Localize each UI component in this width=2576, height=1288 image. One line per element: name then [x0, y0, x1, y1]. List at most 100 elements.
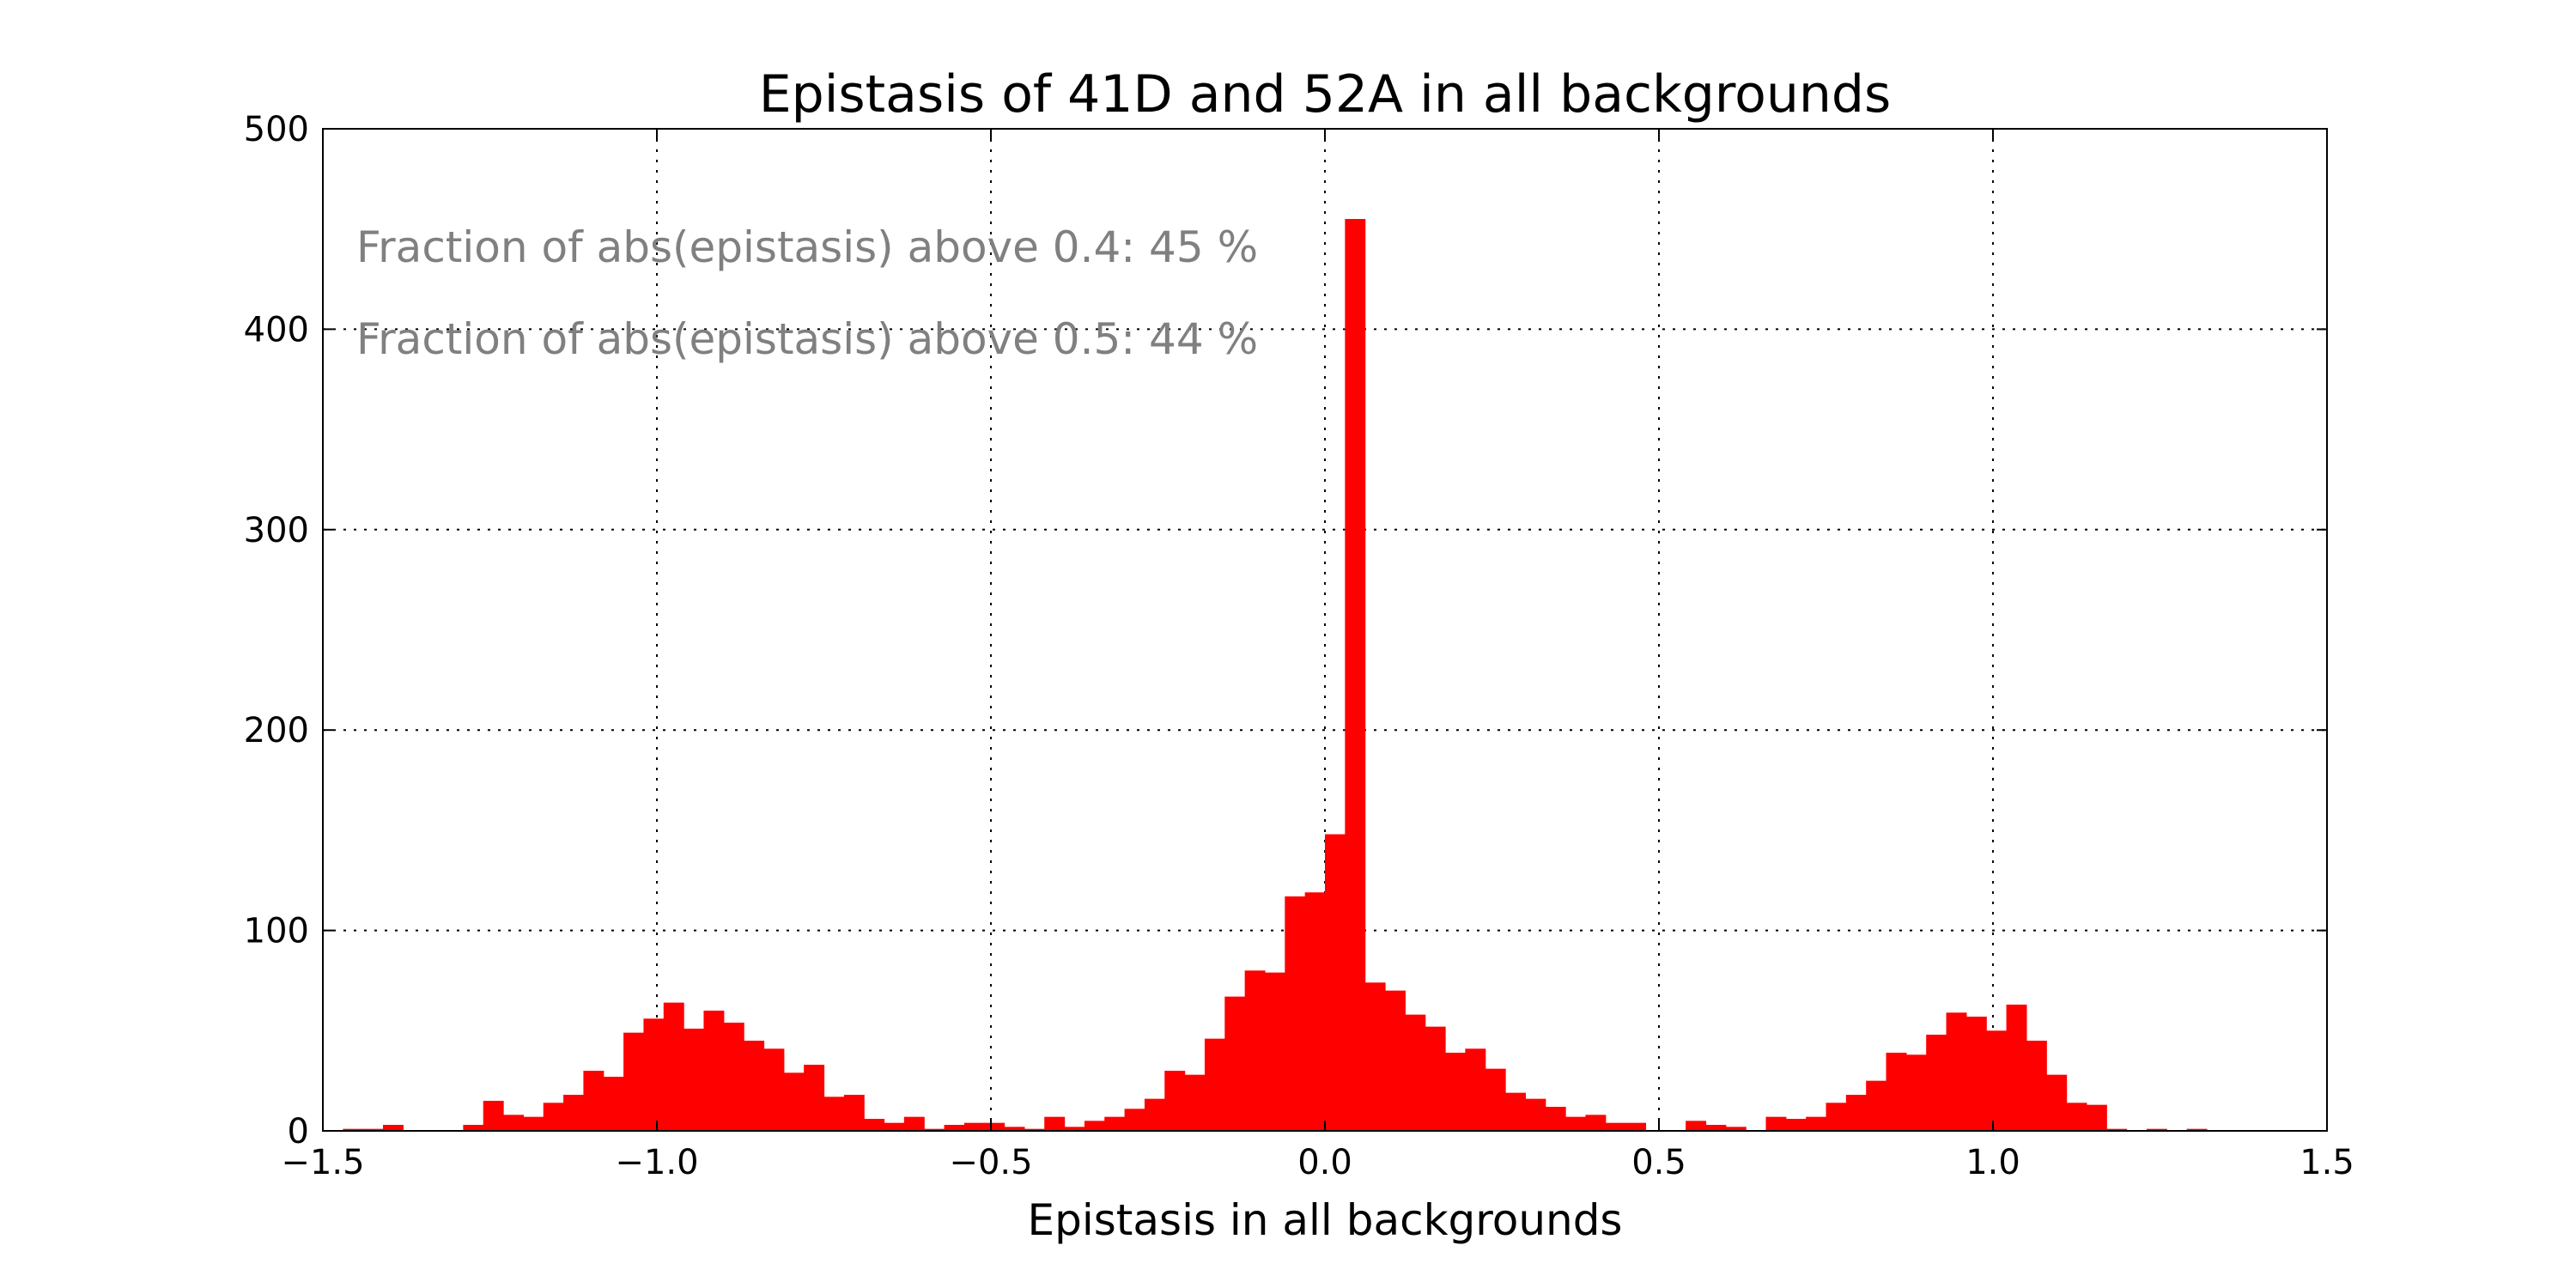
histogram-bar	[1705, 1124, 1727, 1131]
x-tick-label: −0.5	[949, 1143, 1032, 1182]
histogram-bar	[1866, 1080, 1887, 1131]
histogram-bar	[1244, 970, 1266, 1131]
histogram-bar	[1886, 1052, 1907, 1131]
histogram-bar	[643, 1018, 665, 1131]
histogram-bar	[1304, 892, 1326, 1131]
histogram-bar	[1505, 1092, 1526, 1131]
x-tick-labels: −1.5 −1.0 −0.5 0.0 0.5 1.0 1.5	[281, 1143, 2354, 1182]
histogram-bar	[1004, 1127, 1025, 1131]
histogram-bar	[864, 1118, 885, 1131]
histogram-bar	[2066, 1103, 2087, 1131]
y-tick-label: 500	[244, 110, 309, 149]
histogram-bar	[663, 1002, 684, 1131]
histogram-bar	[703, 1010, 725, 1131]
histogram-bar	[1605, 1122, 1626, 1131]
histogram-bar	[1184, 1074, 1206, 1131]
histogram-bar	[1525, 1098, 1546, 1131]
histogram-bar	[884, 1122, 905, 1131]
histogram-bar	[1445, 1052, 1466, 1131]
histogram-bar	[1625, 1122, 1647, 1131]
y-tick-label: 100	[244, 912, 309, 951]
histogram-bar	[1364, 982, 1386, 1131]
histogram-bar	[343, 1128, 364, 1131]
histogram-bar	[723, 1022, 744, 1131]
histogram-bar	[843, 1094, 865, 1131]
histogram-bar	[783, 1072, 805, 1131]
histogram-bar	[362, 1128, 384, 1131]
histogram-bar	[924, 1128, 945, 1131]
histogram-bar	[1485, 1068, 1506, 1131]
histogram-bar	[483, 1100, 504, 1131]
x-tick-label: −1.5	[281, 1143, 364, 1182]
histogram-bar	[2186, 1128, 2208, 1131]
histogram-bar	[1806, 1116, 1827, 1131]
histogram-bar	[1044, 1116, 1066, 1131]
histogram-bar	[1986, 1030, 2008, 1131]
histogram-bar	[1164, 1070, 1186, 1131]
histogram-bar	[1425, 1026, 1446, 1131]
histogram-bar	[804, 1064, 825, 1131]
histogram-bar	[1224, 996, 1246, 1131]
histogram-bar	[1285, 896, 1306, 1131]
histogram-bar	[1325, 834, 1346, 1131]
y-tick-label: 0	[288, 1112, 309, 1151]
histogram-bar	[2086, 1104, 2107, 1131]
histogram-bar	[603, 1076, 624, 1131]
histogram-bar	[744, 1040, 765, 1131]
histogram-bar	[623, 1032, 645, 1131]
histogram-bar	[1104, 1116, 1126, 1131]
histogram-bar	[1064, 1127, 1085, 1131]
histogram-bar	[1926, 1034, 1947, 1131]
y-tick-label: 400	[244, 310, 309, 349]
histogram-bar	[2146, 1128, 2167, 1131]
x-tick-label: 0.5	[1631, 1143, 1686, 1182]
x-axis-label: Epistasis in all backgrounds	[1028, 1195, 1623, 1245]
histogram-bar	[1204, 1038, 1225, 1131]
histogram-bar	[1905, 1054, 1927, 1131]
histogram-bar	[1345, 219, 1366, 1131]
histogram-bar	[1084, 1121, 1105, 1131]
histogram-bar	[383, 1124, 404, 1131]
x-tick-label: −1.0	[615, 1143, 698, 1182]
chart-title: Epistasis of 41D and 52A in all backgrou…	[759, 64, 1892, 125]
histogram-bar	[503, 1115, 524, 1131]
histogram-bar	[523, 1116, 544, 1131]
histogram-bar	[683, 1028, 705, 1131]
histogram-bar	[1826, 1103, 1847, 1131]
histogram-bar	[1545, 1106, 1566, 1131]
histogram-bar	[2106, 1128, 2128, 1131]
histogram-bar	[543, 1103, 564, 1131]
histogram-bar	[763, 1048, 785, 1131]
histogram-bar	[1686, 1121, 1707, 1131]
histogram-bar	[963, 1122, 985, 1131]
histogram-bar	[1765, 1116, 1787, 1131]
y-tick-label: 200	[244, 711, 309, 750]
histogram-bar	[1785, 1118, 1807, 1131]
histogram-bar	[1585, 1115, 1607, 1131]
histogram-bar	[2006, 1004, 2027, 1131]
annotation-fraction-0-5: Fraction of abs(epistasis) above 0.5: 44…	[356, 314, 1258, 364]
histogram-bar	[1845, 1094, 1867, 1131]
x-tick-label: 1.5	[2300, 1143, 2354, 1182]
histogram-bars	[343, 219, 2208, 1131]
histogram-bar	[1965, 1016, 1987, 1131]
histogram-bar	[823, 1097, 845, 1131]
histogram-bar	[2046, 1074, 2068, 1131]
histogram-bar	[563, 1094, 585, 1131]
y-tick-labels: 0 100 200 300 400 500	[244, 110, 309, 1151]
histogram-bar	[1946, 1012, 1967, 1131]
histogram-bar	[2026, 1040, 2047, 1131]
histogram-bar	[903, 1116, 925, 1131]
y-tick-label: 300	[244, 511, 309, 550]
histogram-bar	[1124, 1109, 1145, 1131]
histogram-bar	[463, 1124, 484, 1131]
histogram-bar	[984, 1122, 1005, 1131]
axis-ticks	[322, 128, 2328, 1132]
histogram-bar	[1385, 990, 1406, 1131]
histogram-bar	[1405, 1014, 1426, 1131]
histogram-bar	[1264, 972, 1285, 1131]
histogram-bar	[944, 1124, 965, 1131]
histogram-bar	[1144, 1098, 1165, 1131]
histogram-bar	[1725, 1127, 1747, 1131]
